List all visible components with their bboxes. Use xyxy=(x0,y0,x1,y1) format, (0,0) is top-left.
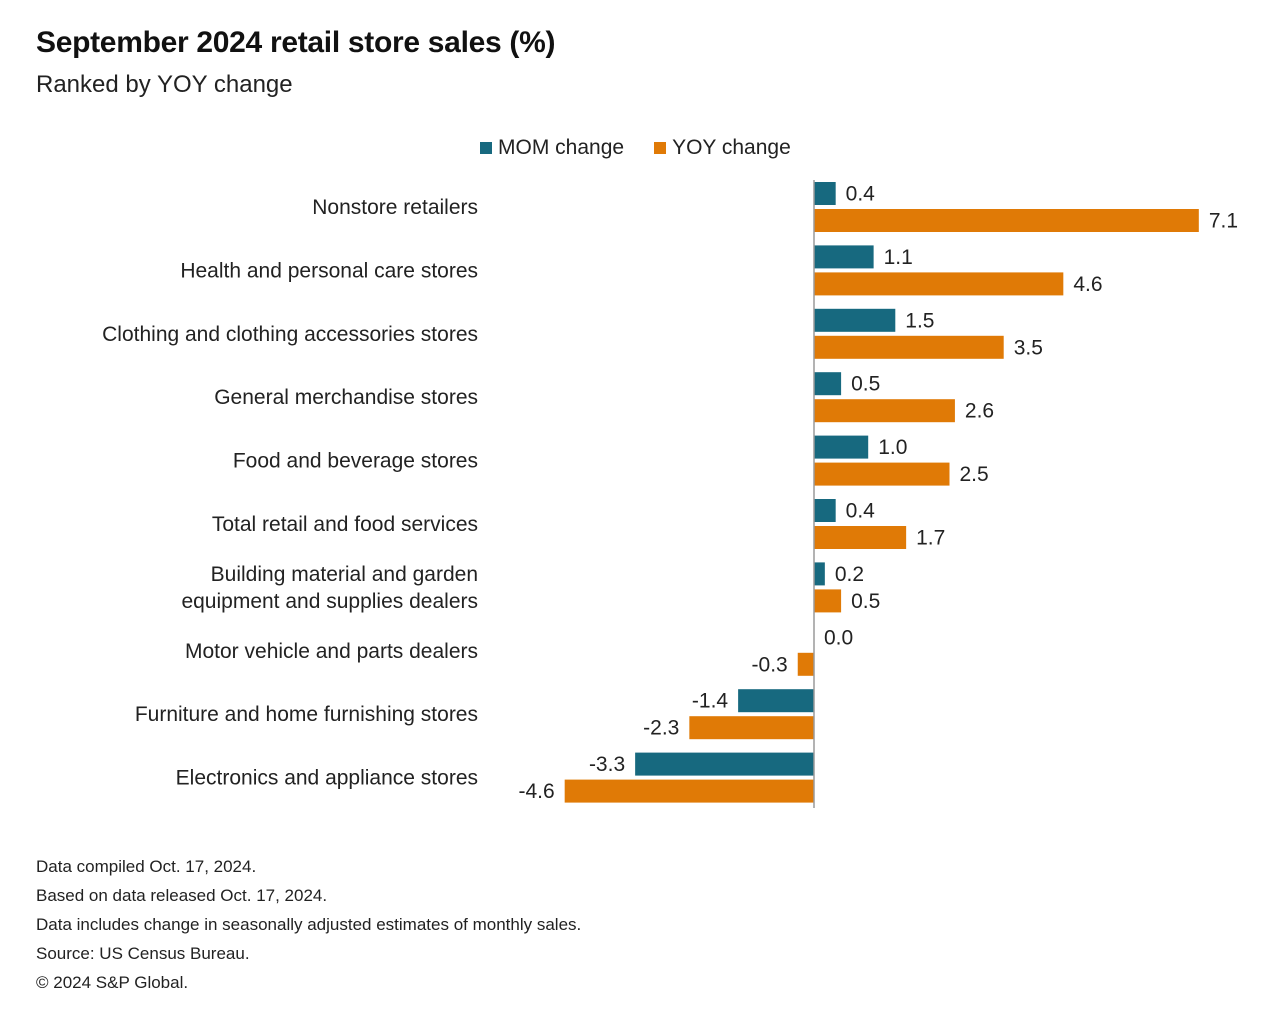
bar-mom xyxy=(814,308,896,332)
category-label: Nonstore retailers xyxy=(312,196,478,219)
data-label-mom: 0.0 xyxy=(824,626,853,649)
category-label: Clothing and clothing accessories stores xyxy=(102,323,478,346)
category-label-line: Nonstore retailers xyxy=(312,196,478,219)
bar-yoy xyxy=(814,272,1064,296)
category-label: Motor vehicle and parts dealers xyxy=(185,640,478,663)
category-label: Furniture and home furnishing stores xyxy=(135,703,478,726)
chart-subtitle: Ranked by YOY change xyxy=(36,71,293,98)
data-label-yoy: 3.5 xyxy=(1014,336,1043,359)
bar-yoy xyxy=(814,209,1199,232)
data-label-yoy: -0.3 xyxy=(752,653,788,676)
footnote-methodology: Data includes change in seasonally adjus… xyxy=(36,915,582,934)
data-label-yoy: 7.1 xyxy=(1209,210,1238,233)
data-label-mom: -1.4 xyxy=(692,690,729,713)
category-label: Health and personal care stores xyxy=(180,259,478,282)
category-label-line: Electronics and appliance stores xyxy=(176,767,478,790)
data-label-mom: 1.0 xyxy=(878,436,907,459)
bar-chart: Nonstore retailers 0.4 7.1 Health and perso… xyxy=(102,180,1238,808)
bar-mom xyxy=(814,372,842,396)
bar-yoy xyxy=(814,399,955,423)
data-label-mom: 0.4 xyxy=(846,183,876,206)
category-label: General merchandise stores xyxy=(214,386,478,409)
data-label-yoy: -2.3 xyxy=(643,717,679,740)
bar-yoy xyxy=(814,526,907,549)
category-label-line: Furniture and home furnishing stores xyxy=(135,703,478,726)
legend-item-mom: MOM change xyxy=(480,136,624,160)
bar-mom xyxy=(635,752,814,776)
bar-mom xyxy=(814,562,825,586)
category-label: Building material and garden equipment an… xyxy=(181,563,478,613)
data-label-mom: 1.5 xyxy=(905,309,934,332)
legend: MOM change YOY change xyxy=(480,136,840,160)
footnote-compiled: Data compiled Oct. 17, 2024. xyxy=(36,857,257,876)
category-label-line: General merchandise stores xyxy=(214,386,478,409)
legend-swatch-yoy xyxy=(654,142,667,154)
footnotes: Data compiled Oct. 17, 2024. Based on da… xyxy=(36,852,581,997)
data-label-yoy: 1.7 xyxy=(916,527,945,550)
legend-item-yoy: YOY change xyxy=(654,136,791,160)
data-label-mom: 0.4 xyxy=(846,500,876,523)
data-label-mom: 0.2 xyxy=(835,563,864,586)
bar-mom xyxy=(814,435,869,459)
category-label-line: Motor vehicle and parts dealers xyxy=(185,640,478,663)
data-label-yoy: 0.5 xyxy=(851,590,880,613)
bar-yoy xyxy=(814,462,950,486)
data-label-yoy: 4.6 xyxy=(1073,273,1102,296)
data-label-yoy: -4.6 xyxy=(518,780,554,803)
bar-yoy xyxy=(814,335,1004,359)
category-label-line: Total retail and food services xyxy=(212,513,478,536)
bar-yoy xyxy=(564,779,814,803)
category-label: Total retail and food services xyxy=(212,513,478,536)
bar-mom xyxy=(738,689,814,713)
data-label-mom: -3.3 xyxy=(589,753,625,776)
category-label-line: Clothing and clothing accessories stores xyxy=(102,323,478,346)
bar-mom xyxy=(814,245,874,269)
bar-yoy xyxy=(689,716,814,740)
category-label: Food and beverage stores xyxy=(233,450,478,473)
data-label-mom: 1.1 xyxy=(884,246,913,269)
footnote-released: Based on data released Oct. 17, 2024. xyxy=(36,886,328,905)
category-label-line: Building material and garden xyxy=(211,563,478,586)
category-label-line: equipment and supplies dealers xyxy=(181,590,478,613)
category-label: Electronics and appliance stores xyxy=(176,767,478,790)
category-label-line: Food and beverage stores xyxy=(233,450,478,473)
chart-title: September 2024 retail store sales (%) xyxy=(36,26,556,59)
category-label-line: Health and personal care stores xyxy=(180,259,478,282)
legend-label-mom: MOM change xyxy=(498,136,625,159)
data-label-yoy: 2.5 xyxy=(960,463,989,486)
data-label-yoy: 2.6 xyxy=(965,400,994,423)
data-label-mom: 0.5 xyxy=(851,373,880,396)
footnote-copyright: © 2024 S&P Global. xyxy=(36,973,189,992)
footnote-source: Source: US Census Bureau. xyxy=(36,944,250,963)
bar-mom xyxy=(814,182,836,205)
legend-swatch-mom xyxy=(480,142,492,154)
bar-mom xyxy=(814,499,836,522)
legend-label-yoy: YOY change xyxy=(672,136,791,159)
bar-yoy xyxy=(797,652,814,676)
bar-yoy xyxy=(814,589,842,613)
